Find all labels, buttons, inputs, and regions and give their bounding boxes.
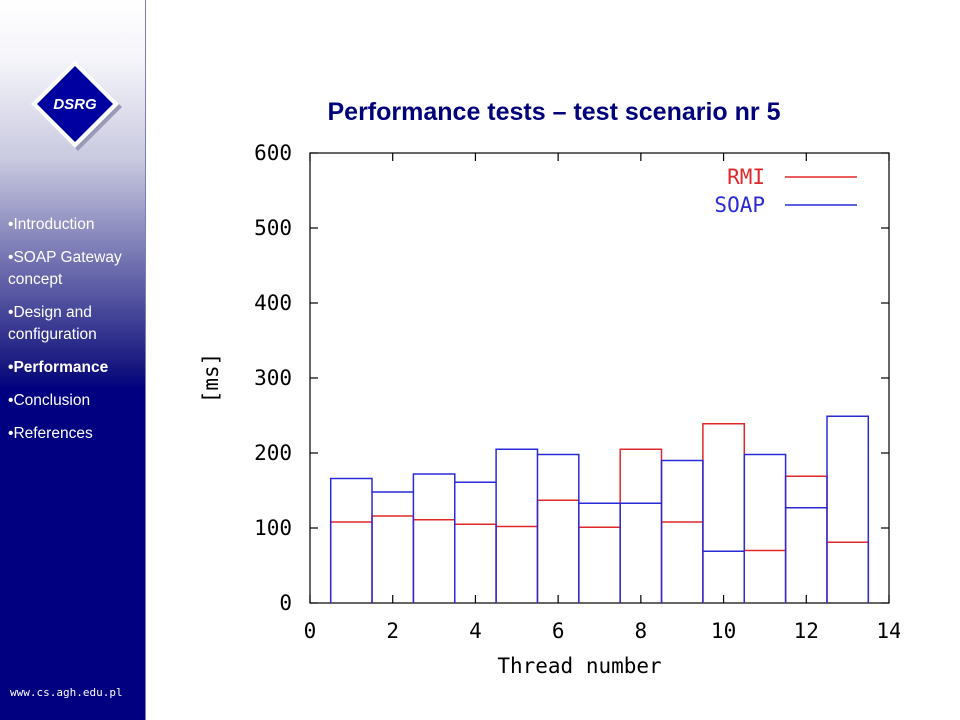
x-axis-label: Thread number (497, 654, 661, 678)
nav-item-label: Design and configuration (8, 304, 97, 343)
y-tick-label: 500 (254, 216, 292, 240)
y-tick-label: 600 (254, 141, 292, 165)
footer-url[interactable]: www.cs.agh.edu.pl (10, 686, 123, 699)
y-tick-label: 300 (254, 366, 292, 390)
y-tick-label: 200 (254, 441, 292, 465)
x-tick-label: 6 (552, 619, 565, 643)
nav-item-label: Conclusion (13, 392, 91, 409)
nav-item-label: Performance (13, 359, 109, 376)
x-tick-label: 2 (386, 619, 399, 643)
legend-label-soap: SOAP (714, 193, 765, 217)
logo-text: DSRG (53, 96, 97, 113)
performance-chart: 0 100 200 300 400 500 600 0 2 4 6 8 10 12 14 Thread num… (199, 141, 900, 678)
nav-item-conclusion[interactable]: •Conclusion (8, 390, 142, 412)
bullet-icon: • (8, 249, 14, 266)
y-tick-label: 400 (254, 291, 292, 315)
bullet-icon: • (8, 216, 14, 233)
series-line-soap (329, 415, 870, 603)
dsrg-logo: DSRG (31, 60, 122, 151)
sidebar-nav: •Introduction •SOAP Gateway concept •Desig… (8, 214, 142, 456)
bullet-icon: • (8, 304, 14, 321)
nav-item-soap-gateway-concept[interactable]: •SOAP Gateway concept (8, 247, 142, 291)
nav-item-design-and-configuration[interactable]: •Design and configuration (8, 302, 142, 346)
legend-label-rmi: RMI (727, 165, 765, 189)
y-tick-label: 0 (279, 591, 292, 615)
sidebar: DSRG •Introduction •SOAP Gateway concept •… (0, 0, 146, 720)
plot-background (194, 80, 944, 680)
nav-item-references[interactable]: •References (8, 423, 142, 445)
nav-item-label: SOAP Gateway concept (8, 249, 122, 288)
bullet-icon: • (8, 359, 14, 376)
nav-item-performance[interactable]: •Performance (8, 357, 142, 379)
series-line-rmi (329, 423, 870, 603)
x-tick-label: 8 (635, 619, 648, 643)
bullet-icon: • (8, 392, 14, 409)
x-tick-label: 0 (304, 619, 317, 643)
x-tick-label: 12 (794, 619, 819, 643)
slide-title: Performance tests – test scenario nr 5 (327, 98, 781, 126)
bullet-icon: • (8, 425, 14, 442)
nav-item-introduction[interactable]: •Introduction (8, 214, 142, 236)
plot-frame (309, 152, 890, 604)
y-tick-label: 100 (254, 516, 292, 540)
x-tick-label: 14 (876, 619, 900, 643)
nav-item-label: Introduction (13, 216, 95, 233)
x-tick-label: 4 (469, 619, 482, 643)
nav-item-label: References (13, 425, 93, 442)
y-axis-label: [ms] (199, 353, 223, 404)
x-tick-label: 10 (711, 619, 736, 643)
